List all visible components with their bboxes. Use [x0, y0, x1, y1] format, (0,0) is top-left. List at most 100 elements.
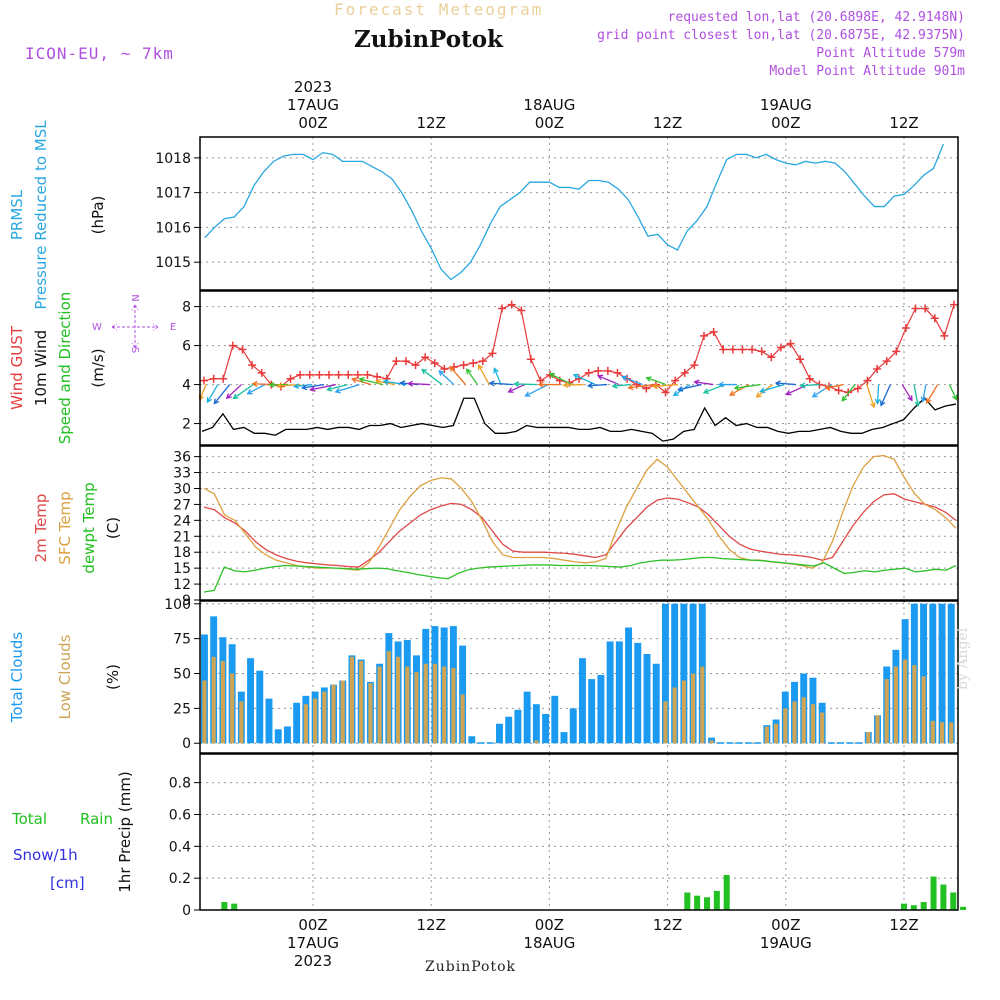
wind-direction-arrow: [493, 368, 502, 385]
wind-direction-arrow: [421, 369, 443, 386]
rain-bar: [910, 905, 917, 910]
wind-direction-arrow: [876, 384, 880, 404]
wind-arrow-head: [374, 378, 382, 385]
gust-point: [363, 370, 372, 379]
wind-arrow-head: [300, 384, 308, 391]
y-tick-label: 27: [173, 497, 191, 513]
gust-point: [921, 304, 930, 313]
wind-arrow-head: [537, 381, 544, 388]
wind-arrow-head: [693, 379, 700, 386]
low-cloud-bar: [405, 666, 410, 744]
low-cloud-bar: [460, 694, 465, 744]
gust-point: [930, 314, 939, 323]
y-tick-label: 0: [182, 903, 191, 919]
panel-frame-2: [199, 290, 959, 446]
wind-direction-arrow: [800, 383, 820, 387]
wind-arrow-head: [811, 392, 818, 398]
y-tick-label: 50: [173, 667, 191, 683]
wind-direction-arrow: [327, 383, 348, 391]
total-cloud-bar: [929, 603, 937, 744]
bottom-day-label: 17AUG: [287, 934, 339, 952]
gust-point: [748, 345, 757, 354]
total-cloud-bar: [634, 642, 642, 744]
wind-arrow-head: [841, 395, 848, 402]
total-cloud-bar: [532, 704, 540, 744]
gust-point: [459, 361, 468, 370]
top-day-label: 19AUG: [760, 96, 812, 114]
y-tick-label: 36: [173, 450, 191, 466]
gust-point: [411, 361, 420, 370]
low-cloud-bar: [764, 726, 769, 744]
wind-direction-arrow: [786, 383, 809, 395]
wind-arrow-head: [232, 393, 239, 400]
gust-point: [584, 368, 593, 377]
wind-direction-arrow: [588, 383, 608, 387]
station-title: ZubinPotok: [354, 26, 503, 53]
wind-arrow-head: [799, 382, 806, 389]
low-clouds-label: Low Clouds: [56, 634, 74, 719]
y-tick-label: 4: [182, 378, 191, 394]
y-tick-label: 15: [173, 561, 191, 577]
wind-arrow-head: [572, 373, 580, 380]
gust-point: [700, 331, 708, 340]
wind-direction-arrow: [653, 383, 679, 388]
top-tick-label: 12Z: [653, 114, 682, 132]
wind-arrow-head: [920, 396, 927, 403]
gust-point: [911, 304, 920, 313]
total-cloud-bar: [671, 603, 679, 744]
wind-arrow-head: [438, 370, 445, 376]
total-cloud-bar: [754, 742, 762, 744]
low-cloud-bar: [442, 666, 447, 744]
wind-direction-arrow: [612, 383, 631, 387]
low-cloud-bar: [534, 740, 539, 744]
wind-arrow-head: [246, 389, 253, 395]
wind-direction-arrow: [206, 384, 219, 403]
wind-arrow-head: [206, 397, 213, 404]
dewpt-line: [203, 556, 957, 593]
low-cloud-bar: [211, 656, 216, 744]
wind-direction-arrow: [478, 364, 490, 385]
total-cloud-bar: [920, 603, 928, 744]
total-cloud-bar: [274, 729, 282, 744]
wind-direction-arrow: [646, 377, 667, 386]
total-cloud-bar: [459, 645, 467, 744]
total-cloud-bar: [551, 695, 559, 744]
low-cloud-bar: [921, 676, 926, 744]
point-altitude: Point Altitude 579m: [816, 46, 965, 61]
total-cloud-bar: [652, 663, 660, 744]
low-cloud-bar: [368, 683, 373, 744]
top-tick-label: 12Z: [889, 114, 918, 132]
wind-direction-arrow: [466, 368, 478, 385]
wind-arrow-head: [524, 391, 531, 397]
low-cloud-bar: [691, 673, 696, 744]
pressure-msl-label: Pressure Reduced to MSL: [32, 120, 50, 310]
gust-point: [680, 368, 689, 377]
y-tick-label: 2: [182, 417, 191, 433]
gust-point: [690, 361, 699, 370]
y-tick-label: 1016: [155, 220, 191, 236]
wind-arrow-head: [586, 382, 594, 389]
wind-arrow-head: [507, 387, 514, 393]
gust-point: [709, 327, 718, 336]
compass-e-label: E: [170, 322, 176, 333]
gust-point: [200, 376, 208, 385]
gust-point: [209, 374, 218, 383]
gust-point: [373, 372, 382, 381]
gust-point: [334, 370, 343, 379]
total-cloud-bar: [283, 726, 291, 744]
wind-direction-arrow: [508, 383, 525, 393]
total-cloud-bar: [486, 742, 494, 744]
wind-arrow-head: [785, 389, 792, 396]
gust-point: [757, 347, 766, 356]
total-cloud-bar: [837, 742, 845, 744]
pressure-unit-label: (hPa): [89, 196, 107, 235]
wind-arrow-head: [488, 380, 495, 387]
low-cloud-bar: [875, 715, 880, 744]
wind-direction-arrow: [563, 383, 584, 386]
gust-point: [257, 368, 266, 377]
rain-bar: [920, 902, 927, 910]
gust-point: [401, 357, 410, 366]
wind-arrow-head: [399, 380, 406, 387]
y-tick-label: 25: [173, 701, 191, 717]
gust-point: [238, 345, 247, 354]
